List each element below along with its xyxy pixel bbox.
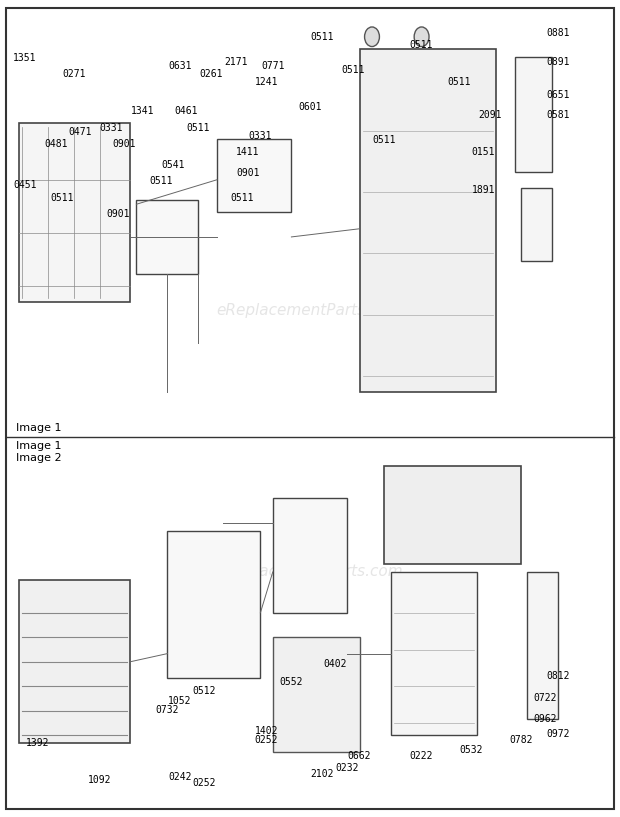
- Text: 0252: 0252: [255, 735, 278, 745]
- Text: 0722: 0722: [534, 693, 557, 703]
- Text: 0651: 0651: [546, 90, 570, 100]
- Text: 0962: 0962: [534, 714, 557, 724]
- Text: 0331: 0331: [249, 131, 272, 141]
- Text: 0901: 0901: [112, 139, 136, 150]
- Text: 1411: 1411: [236, 148, 260, 158]
- Text: 0151: 0151: [472, 148, 495, 158]
- FancyBboxPatch shape: [19, 123, 130, 302]
- Text: 0511: 0511: [50, 193, 74, 203]
- Text: 0581: 0581: [546, 110, 570, 120]
- Text: 0252: 0252: [193, 779, 216, 788]
- Text: 0771: 0771: [261, 60, 285, 71]
- Text: 2091: 2091: [478, 110, 502, 120]
- Text: eReplacementParts.com: eReplacementParts.com: [216, 565, 404, 579]
- Text: 1052: 1052: [168, 695, 192, 706]
- Text: 0511: 0511: [342, 65, 365, 75]
- Text: 0901: 0901: [106, 209, 130, 220]
- FancyBboxPatch shape: [515, 57, 552, 172]
- Text: 0601: 0601: [298, 102, 322, 112]
- Text: 0222: 0222: [410, 751, 433, 761]
- Text: 0541: 0541: [162, 160, 185, 170]
- Text: 0261: 0261: [199, 69, 223, 79]
- Text: 2171: 2171: [224, 56, 247, 67]
- Text: 1241: 1241: [255, 78, 278, 87]
- Text: 0511: 0511: [230, 193, 254, 203]
- Text: Image 1: Image 1: [16, 423, 61, 433]
- Text: 0331: 0331: [100, 123, 123, 132]
- Text: 0471: 0471: [69, 127, 92, 137]
- Text: 1891: 1891: [472, 185, 495, 194]
- Text: 0732: 0732: [156, 705, 179, 715]
- Text: Image 2: Image 2: [16, 453, 61, 463]
- Text: 0901: 0901: [236, 168, 260, 178]
- Text: 0461: 0461: [174, 106, 198, 116]
- FancyBboxPatch shape: [527, 572, 558, 719]
- Circle shape: [414, 27, 429, 47]
- FancyBboxPatch shape: [384, 466, 521, 564]
- Text: 0451: 0451: [13, 181, 37, 190]
- FancyBboxPatch shape: [167, 531, 260, 678]
- Text: 0552: 0552: [280, 677, 303, 687]
- Text: 0512: 0512: [193, 686, 216, 696]
- Text: 0511: 0511: [187, 123, 210, 132]
- Text: 2102: 2102: [311, 769, 334, 779]
- FancyBboxPatch shape: [360, 49, 496, 392]
- FancyBboxPatch shape: [391, 572, 477, 735]
- Text: 0242: 0242: [168, 772, 192, 782]
- Text: 1092: 1092: [87, 775, 111, 785]
- Text: 0511: 0511: [311, 32, 334, 42]
- Text: 1341: 1341: [131, 106, 154, 116]
- Circle shape: [365, 27, 379, 47]
- Text: 1351: 1351: [13, 52, 37, 63]
- Text: 0891: 0891: [546, 56, 570, 67]
- Text: 1402: 1402: [255, 726, 278, 736]
- FancyBboxPatch shape: [217, 139, 291, 212]
- FancyBboxPatch shape: [273, 637, 360, 752]
- Text: 0271: 0271: [63, 69, 86, 79]
- Text: 0532: 0532: [459, 744, 483, 755]
- Text: 0662: 0662: [348, 751, 371, 761]
- Text: 0511: 0511: [410, 40, 433, 50]
- Text: 0782: 0782: [509, 735, 533, 745]
- Text: 0402: 0402: [323, 659, 347, 669]
- Text: 0881: 0881: [546, 28, 570, 38]
- FancyBboxPatch shape: [521, 188, 552, 261]
- Text: 0972: 0972: [546, 730, 570, 739]
- Text: eReplacementParts.com: eReplacementParts.com: [216, 303, 404, 318]
- FancyBboxPatch shape: [136, 200, 198, 274]
- FancyBboxPatch shape: [273, 498, 347, 613]
- Text: 0232: 0232: [335, 763, 359, 773]
- Text: 1392: 1392: [25, 739, 49, 748]
- Text: Image 1: Image 1: [16, 441, 61, 451]
- Text: 0511: 0511: [373, 135, 396, 145]
- Text: 0481: 0481: [44, 139, 68, 150]
- Text: 0812: 0812: [546, 671, 570, 681]
- Text: 0511: 0511: [149, 176, 173, 186]
- FancyBboxPatch shape: [19, 580, 130, 743]
- Text: 0631: 0631: [168, 60, 192, 71]
- Text: 0511: 0511: [447, 78, 471, 87]
